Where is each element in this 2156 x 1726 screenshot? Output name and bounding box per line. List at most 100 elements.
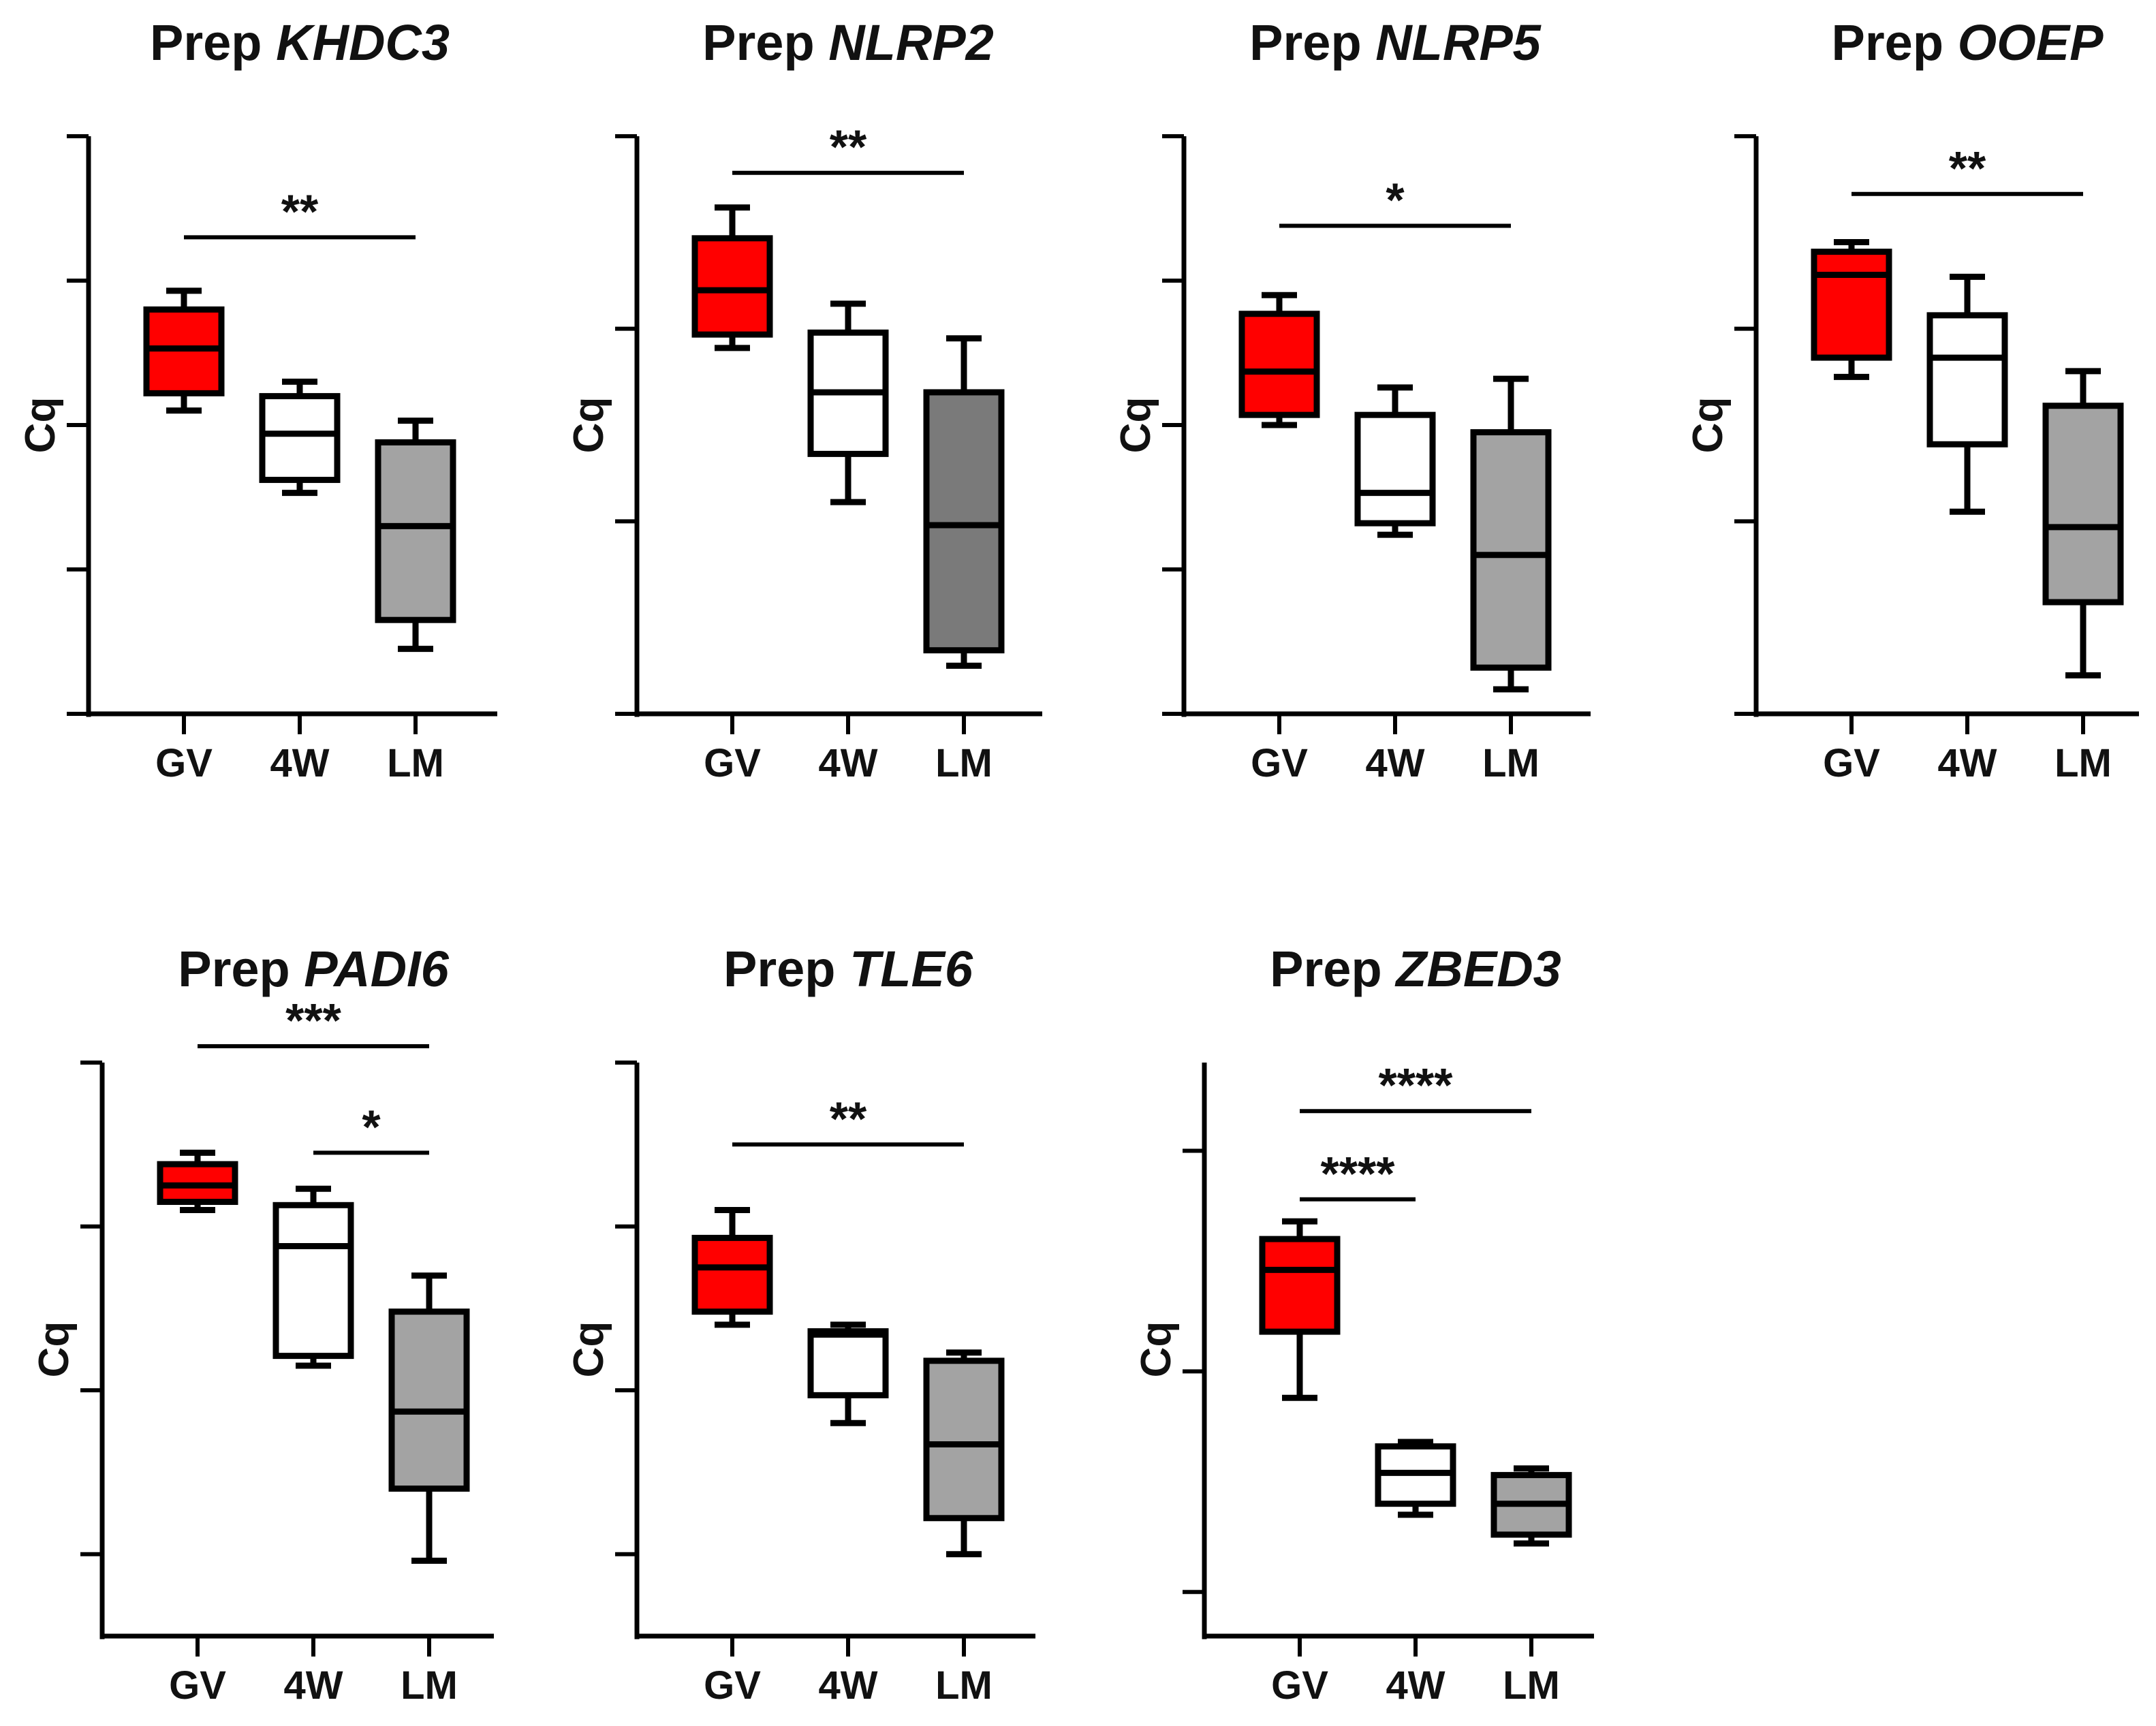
panel-ooep: Prep OOEP Cq GV 4W LM ** <box>1685 14 2139 785</box>
panel-title: Prep NLRP2 <box>702 14 994 71</box>
box-iqr <box>691 235 773 338</box>
significance-label: *** <box>285 994 341 1047</box>
box-iqr <box>2042 403 2124 606</box>
y-axis-label: Cq <box>1112 397 1159 454</box>
significance-label: * <box>1386 173 1405 226</box>
box-iqr <box>691 1234 773 1315</box>
significance-bracket: **** <box>1300 1147 1416 1202</box>
box-gv <box>157 1149 238 1214</box>
box-lm <box>1490 1465 1572 1547</box>
box-iqr <box>388 1308 470 1492</box>
box-gv <box>691 1207 773 1328</box>
box-iqr <box>272 1202 354 1360</box>
title-gene: ZBED3 <box>1394 941 1561 997</box>
significance-label: * <box>362 1100 381 1153</box>
x-tick-label-4w: 4W <box>819 1663 878 1708</box>
y-axis-label: Cq <box>1685 397 1732 454</box>
x-tick-label-4w: 4W <box>284 1663 343 1708</box>
significance-bracket: ** <box>1852 142 2083 196</box>
x-tick-label-4w: 4W <box>1386 1663 1446 1708</box>
box-4w <box>1375 1439 1456 1518</box>
box-lm <box>2042 368 2124 678</box>
title-prefix: Prep <box>723 941 849 997</box>
x-tick-label-lm: LM <box>935 1663 993 1708</box>
box-iqr <box>375 439 456 623</box>
title-prefix: Prep <box>150 14 276 71</box>
box-4w <box>259 378 341 497</box>
title-gene: OOEP <box>1958 14 2104 71</box>
panel-title: Prep OOEP <box>1832 14 2104 71</box>
panel-title: Prep NLRP5 <box>1249 14 1542 71</box>
box-lm <box>388 1272 470 1564</box>
x-tick-label-gv: GV <box>1251 741 1308 785</box>
title-prefix: Prep <box>1270 941 1396 997</box>
x-tick-label-lm: LM <box>1503 1663 1560 1708</box>
box-gv <box>691 204 773 351</box>
box-4w <box>807 1321 889 1426</box>
significance-label: ** <box>830 121 867 174</box>
panel-title: Prep TLE6 <box>723 941 973 997</box>
significance-label: **** <box>1379 1058 1454 1112</box>
panel-tle6: Prep TLE6 Cq GV 4W LM ** <box>565 941 1035 1708</box>
x-tick-label-gv: GV <box>155 741 213 785</box>
x-tick-label-4w: 4W <box>270 741 330 785</box>
y-axis-label: Cq <box>17 397 64 454</box>
significance-bracket: *** <box>198 994 429 1048</box>
box-4w <box>272 1185 354 1369</box>
panel-zbed3: Prep ZBED3 Cq GV 4W LM **** **** <box>1133 941 1594 1708</box>
panel-nlrp2: Prep NLRP2 Cq GV 4W LM ** <box>565 14 1042 785</box>
panel-khdc3: Prep KHDC3 Cq GV 4W LM ** <box>17 14 497 785</box>
x-tick-label-lm: LM <box>935 741 993 785</box>
box-iqr <box>1926 312 2008 448</box>
box-lm <box>923 335 1005 669</box>
y-axis-label: Cq <box>1133 1321 1180 1378</box>
title-prefix: Prep <box>1832 14 1958 71</box>
panel-title: Prep PADI6 <box>178 941 449 997</box>
box-iqr <box>923 1358 1005 1522</box>
box-iqr <box>1238 311 1320 418</box>
title-gene: NLRP5 <box>1375 14 1542 71</box>
significance-bracket: * <box>1279 173 1511 228</box>
box-iqr <box>1470 429 1552 671</box>
x-tick-label-lm: LM <box>1482 741 1540 785</box>
x-tick-label-gv: GV <box>704 1663 761 1708</box>
box-lm <box>923 1349 1005 1558</box>
x-tick-label-4w: 4W <box>1366 741 1425 785</box>
title-prefix: Prep <box>1249 14 1375 71</box>
significance-bracket: **** <box>1300 1058 1531 1114</box>
significance-bracket: ** <box>732 1092 964 1147</box>
x-tick-label-4w: 4W <box>819 741 878 785</box>
box-iqr <box>807 1328 889 1398</box>
box-4w <box>1926 273 2008 515</box>
panel-nlrp5: Prep NLRP5 Cq GV 4W LM * <box>1112 14 1591 785</box>
box-iqr <box>1811 249 1892 361</box>
title-prefix: Prep <box>702 14 828 71</box>
y-axis-label: Cq <box>565 397 612 454</box>
y-axis-label: Cq <box>565 1321 612 1378</box>
x-tick-label-lm: LM <box>387 741 444 785</box>
title-gene: TLE6 <box>849 941 973 997</box>
x-tick-label-gv: GV <box>169 1663 226 1708</box>
box-4w <box>807 300 889 505</box>
box-iqr <box>923 389 1005 654</box>
significance-bracket: * <box>313 1100 429 1155</box>
box-iqr <box>1259 1236 1341 1335</box>
box-iqr <box>1354 411 1436 527</box>
title-gene: KHDC3 <box>276 14 450 71</box>
title-gene: PADI6 <box>304 941 449 997</box>
x-tick-label-gv: GV <box>1271 1663 1328 1708</box>
box-gv <box>1238 292 1320 428</box>
box-gv <box>1811 238 1892 380</box>
x-tick-label-4w: 4W <box>1938 741 1997 785</box>
significance-bracket: ** <box>732 121 964 175</box>
title-gene: NLRP2 <box>828 14 994 71</box>
significance-bracket: ** <box>184 185 416 240</box>
box-gv <box>143 287 225 414</box>
panel-title: Prep ZBED3 <box>1270 941 1561 997</box>
significance-label: **** <box>1321 1147 1396 1200</box>
significance-label: ** <box>1949 142 1986 195</box>
box-lm <box>375 418 456 653</box>
x-tick-label-lm: LM <box>2055 741 2112 785</box>
